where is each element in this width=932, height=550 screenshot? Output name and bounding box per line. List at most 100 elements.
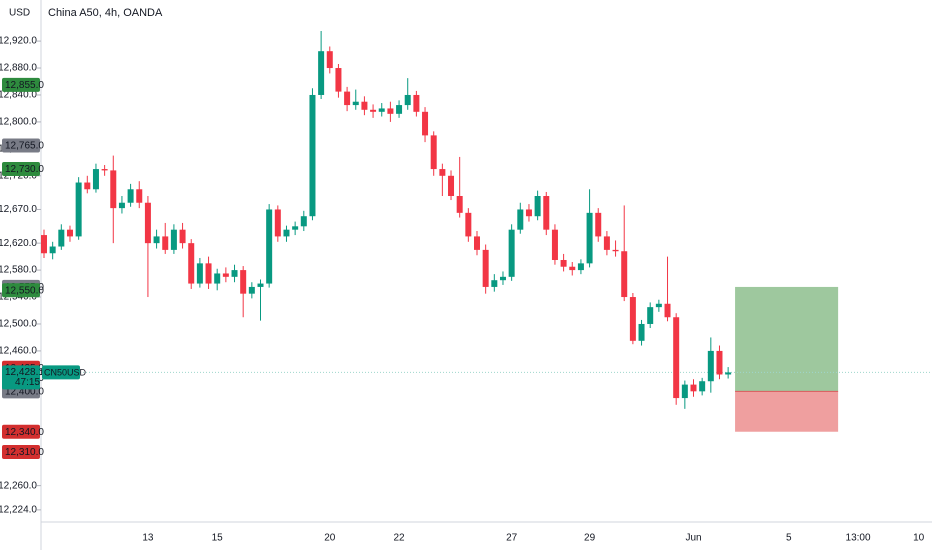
candle-body — [716, 350, 723, 375]
candle-body — [655, 303, 662, 308]
candle-body — [162, 236, 169, 250]
candle-body — [361, 101, 368, 110]
candle-body — [638, 323, 645, 341]
y-tick-label: 12,224.0 — [0, 505, 37, 516]
x-tick-label: 22 — [393, 533, 405, 544]
loss-zone — [735, 391, 839, 432]
candle-body — [621, 251, 628, 298]
candle-body — [517, 209, 524, 230]
candle-body — [543, 196, 550, 230]
candle-body — [344, 91, 351, 106]
candle-body — [629, 297, 636, 341]
candle-body — [84, 182, 91, 190]
price-badge-label: 12,550.0 — [5, 285, 44, 296]
price-badge-label: 12,855.0 — [5, 80, 44, 91]
price-badge — [2, 162, 40, 177]
y-tick-label: 12,620.0 — [0, 238, 37, 249]
candle-body — [205, 263, 212, 284]
y-tick-label: 12,500.0 — [0, 319, 37, 330]
candle-body — [482, 249, 489, 287]
candle-body — [690, 384, 697, 392]
candle-body — [413, 94, 420, 112]
candle-body — [474, 236, 480, 250]
candle-body — [430, 135, 437, 170]
countdown: 47:15 — [15, 377, 40, 388]
symbol-tag-label: CN50USD — [44, 367, 87, 377]
y-tick-label: 12,460.0 — [0, 346, 37, 357]
candle-body — [257, 283, 264, 287]
candle-body — [404, 94, 411, 106]
x-tick-label: 27 — [506, 533, 518, 544]
price-badge-label: 12,730.0 — [5, 164, 44, 175]
chart-title: China A50, 4h, OANDA — [48, 7, 163, 19]
candle-body — [66, 229, 73, 237]
x-tick-label: 20 — [324, 533, 336, 544]
candle-body — [214, 273, 221, 284]
y-tick-label: 12,670.0 — [0, 204, 37, 215]
candle-body — [292, 226, 299, 230]
candle-body — [118, 202, 125, 209]
candle-body — [396, 105, 403, 114]
candle-body — [491, 280, 498, 287]
x-tick-label: 5 — [786, 533, 792, 544]
candle-body — [101, 169, 108, 171]
x-tick-label: 13:00 — [846, 533, 871, 544]
y-tick-label: 12,880.0 — [0, 63, 37, 74]
candle-body — [569, 266, 576, 271]
candle-body — [335, 68, 342, 92]
candle-body — [318, 51, 325, 95]
price-badge — [2, 138, 40, 153]
candle-body — [422, 111, 429, 136]
candle-body — [370, 109, 377, 112]
candle-body — [673, 317, 680, 399]
candle-body — [525, 209, 532, 217]
candle-body — [92, 169, 99, 190]
candle-body — [577, 263, 584, 271]
candle-body — [144, 202, 151, 244]
y-tick-label: 12,920.0 — [0, 36, 37, 47]
currency: USD — [9, 8, 30, 19]
candle-body — [240, 270, 247, 294]
y-tick-label: 12,840.0 — [0, 90, 37, 101]
price-badge-label: 12,400.0 — [5, 386, 44, 397]
candle-body — [647, 307, 654, 324]
candle-body — [508, 229, 515, 277]
candle-body — [448, 175, 455, 197]
candle-body — [196, 263, 203, 284]
price-badge — [2, 444, 40, 459]
candle-body — [586, 212, 593, 264]
candle-body — [153, 236, 160, 244]
candle-body — [110, 170, 117, 209]
candle-body — [300, 216, 307, 227]
candle-body — [499, 276, 506, 281]
y-tick-label: 12,580.0 — [0, 265, 37, 276]
y-tick-label: 12,260.0 — [0, 480, 37, 491]
candle-body — [387, 108, 394, 114]
candle-body — [127, 189, 134, 203]
x-tick-label: 13 — [142, 533, 154, 544]
last-price-label: 12,428.1 — [5, 367, 44, 378]
candle-body — [664, 303, 671, 318]
candle-body — [58, 229, 65, 247]
candle-body — [179, 229, 186, 244]
candle-body — [725, 372, 732, 375]
price-badge-label: 12,310.0 — [5, 447, 44, 458]
candle-body — [595, 212, 602, 237]
price-badge-label: 12,340.0 — [5, 427, 44, 438]
candle-body — [170, 229, 177, 250]
symbol-tag — [42, 365, 80, 380]
price-badge-label: 12,765.0 — [5, 141, 44, 152]
candle-body — [222, 273, 229, 277]
candle-body — [309, 94, 316, 217]
candle-body — [378, 108, 385, 112]
candle-body — [551, 229, 558, 260]
x-tick-label: 10 — [913, 533, 925, 544]
candle-body — [681, 384, 688, 399]
candle-body — [456, 196, 463, 213]
candle-body — [266, 209, 273, 284]
candle-body — [352, 101, 359, 106]
candle-body — [41, 235, 47, 254]
candle-body — [699, 381, 706, 392]
